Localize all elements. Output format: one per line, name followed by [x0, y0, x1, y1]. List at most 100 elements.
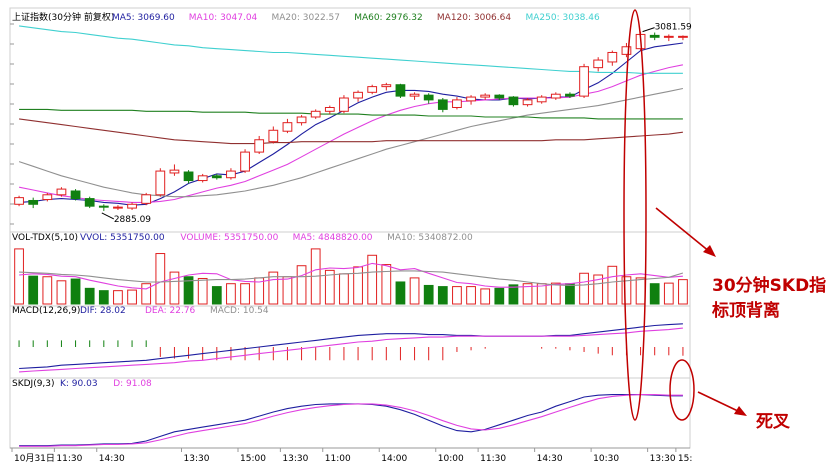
candle-body-29 — [423, 94, 434, 101]
price-legend: MA5: 3069.60 MA10: 3047.04 MA20: 3022.57 MA… — [112, 13, 600, 23]
macd-legend-item-1: DEA: 22.76 — [145, 306, 196, 316]
macd-legend: DIF: 28.02 DEA: 22.76 MACD: 10.54 — [80, 306, 269, 316]
death-cross-arrow — [697, 391, 747, 416]
death-cross-label: 死叉 — [756, 412, 791, 432]
candle-body-12 — [183, 171, 194, 182]
divergence-label-line2: 标顶背离 — [712, 300, 780, 321]
candle-body-38 — [550, 93, 561, 99]
candle-body-11 — [169, 169, 180, 174]
candle-13 — [197, 173, 208, 183]
candle-body-37 — [536, 96, 547, 103]
macd-legend-item-0: DIF: 28.02 — [80, 306, 126, 316]
x-tick-label-10: 14:30 — [537, 454, 563, 464]
candle-body-20 — [296, 116, 307, 124]
candle-25 — [367, 84, 378, 95]
volume-bar-47 — [678, 279, 688, 305]
death-cross-ellipse — [669, 359, 695, 421]
ma-line-ma120 — [19, 118, 683, 145]
candle-body-45 — [649, 34, 660, 38]
candle-body-6 — [98, 205, 109, 208]
candle-39 — [565, 92, 575, 99]
x-tick-label-7: 14:00 — [381, 454, 407, 464]
vol-legend-item-0: VVOL: 5351750.00 — [80, 233, 165, 243]
candle-23 — [339, 95, 349, 114]
volume-bar-18 — [268, 271, 279, 305]
x-tick-label-4: 15:00 — [240, 454, 266, 464]
candle-30 — [437, 98, 448, 113]
volume-bar-13 — [197, 277, 208, 305]
candle-body-17 — [254, 139, 265, 153]
candle-body-0 — [14, 197, 24, 205]
price-candles — [14, 31, 688, 211]
skdj-legend-item-1: D: 91.08 — [113, 379, 152, 389]
volume-bar-38 — [550, 282, 561, 305]
candle-17 — [254, 135, 265, 154]
candle-body-41 — [593, 59, 604, 69]
volume-bar-36 — [522, 283, 533, 305]
volume-bar-26 — [381, 264, 392, 305]
candle-body-7 — [113, 206, 123, 209]
x-tick-label-1: 11:30 — [56, 454, 82, 464]
volume-bar-16 — [240, 283, 250, 305]
volume-bar-8 — [127, 289, 137, 305]
volume-bar-12 — [183, 276, 194, 305]
candle-body-15 — [226, 170, 236, 179]
skdj-legend: K: 90.03 D: 91.08 — [60, 379, 152, 389]
volume-bar-40 — [579, 272, 589, 305]
candle-41 — [593, 57, 604, 72]
x-tick-label-12: 13:30 — [650, 454, 676, 464]
volume-bar-24 — [353, 266, 363, 305]
x-tick-label-13: 15: — [678, 454, 692, 464]
x-tick-label-8: 10:00 — [438, 454, 464, 464]
candle-body-27 — [395, 84, 406, 97]
candle-21 — [310, 109, 321, 119]
vol-legend-item-3: MA10: 5340872.00 — [387, 233, 473, 243]
candle-19 — [282, 118, 293, 134]
volume-bar-6 — [98, 290, 109, 305]
volume-bar-10 — [155, 253, 166, 305]
ma-line-ma250 — [19, 25, 683, 74]
volume-bar-46 — [663, 282, 674, 305]
candle-47 — [678, 35, 688, 41]
volume-bar-22 — [324, 269, 335, 305]
candle-4 — [70, 189, 81, 201]
price-panel-title: 上证指数(30分钟 前复权) — [12, 11, 114, 23]
low-price-label: 2885.09 — [114, 215, 151, 225]
volume-bar-9 — [141, 283, 152, 305]
candle-9 — [141, 192, 152, 206]
volume-bar-44 — [635, 277, 646, 305]
volume-bar-23 — [339, 273, 349, 305]
volume-bar-33 — [480, 288, 491, 305]
candle-16 — [240, 149, 250, 173]
volume-bar-7 — [113, 290, 123, 305]
volume-bar-0 — [14, 248, 24, 305]
macd-dea-line — [19, 327, 683, 373]
volume-bar-34 — [494, 287, 505, 305]
candle-body-1 — [28, 199, 39, 205]
skdj-k-line — [19, 394, 683, 447]
candle-body-2 — [42, 194, 53, 201]
candle-body-10 — [155, 170, 166, 196]
volume-bar-3 — [56, 280, 67, 305]
candle-body-5 — [84, 198, 95, 207]
volume-ma-lines — [19, 262, 684, 290]
x-tick-label-0: 10月31日 — [14, 453, 55, 464]
candle-10 — [155, 168, 166, 197]
candle-42 — [607, 50, 618, 66]
candle-8 — [127, 202, 137, 210]
high-price-label: 3081.59 — [655, 23, 692, 33]
ma-line-ma10 — [18, 64, 684, 203]
candle-46 — [663, 34, 674, 42]
candle-6 — [98, 204, 109, 211]
volume-bar-41 — [593, 274, 604, 305]
volume-bar-1 — [28, 275, 39, 305]
x-tick-label-2: 14:30 — [99, 454, 125, 464]
volume-bar-39 — [565, 283, 575, 305]
volume-bar-30 — [437, 286, 448, 305]
candle-28 — [409, 92, 420, 100]
volume-bar-35 — [508, 284, 519, 305]
candle-body-30 — [437, 99, 448, 110]
price-legend-item-5: MA250: 3038.46 — [526, 13, 600, 23]
candle-body-34 — [494, 94, 505, 99]
volume-bar-32 — [466, 286, 476, 305]
